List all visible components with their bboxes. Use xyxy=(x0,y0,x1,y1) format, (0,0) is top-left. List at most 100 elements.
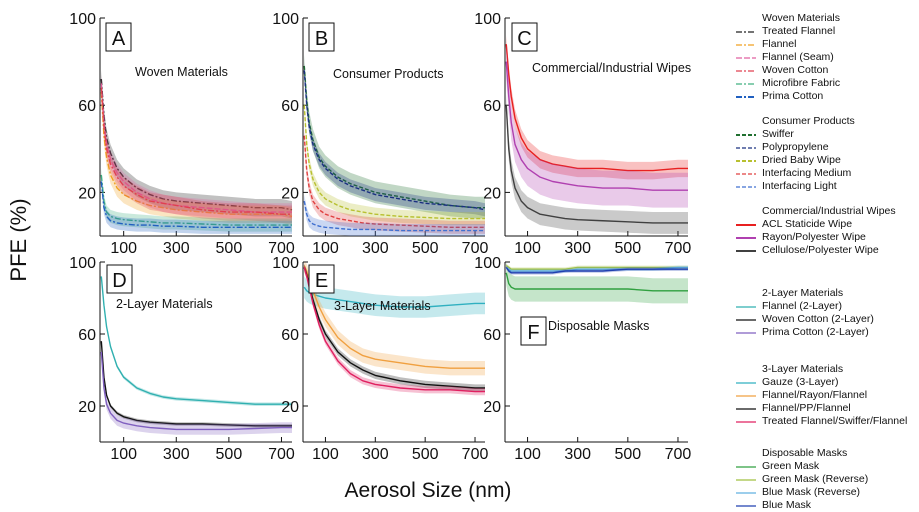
series-band xyxy=(506,35,688,180)
legend-entry-label: Flannel/Rayon/Flannel xyxy=(762,389,868,401)
x-tick-label: 700 xyxy=(462,446,489,463)
series-line xyxy=(100,83,292,213)
legend-entry: Flannel/PP/Flannel xyxy=(736,402,907,415)
legend-entry-label: Green Mask xyxy=(762,460,820,472)
legend-entry-label: Flannel/PP/Flannel xyxy=(762,402,851,414)
series-line xyxy=(303,65,485,209)
legend-entry-label: Microfibre Fabric xyxy=(762,77,841,89)
legend-entry: Polypropylene xyxy=(736,141,855,154)
legend-group-title: Commercial/Industrial Wipes xyxy=(762,205,896,217)
legend-group: 2-Layer Materials Flannel (2-Layer) Woven … xyxy=(736,287,874,339)
panel-annotation: Woven Materials xyxy=(135,65,228,79)
legend-group-title: 2-Layer Materials xyxy=(762,287,844,299)
legend-entry-label: Woven Cotton xyxy=(762,64,829,76)
series-line xyxy=(100,181,292,228)
x-tick-label: 700 xyxy=(462,240,489,257)
legend-entry: Treated Flannel/Swiffer/Flannel xyxy=(736,415,907,428)
series-line xyxy=(100,351,292,431)
series-line xyxy=(303,135,485,228)
series-band xyxy=(506,94,688,234)
panel-B: 20 60 100 100 300 500 700 B Consumer Products xyxy=(272,11,488,257)
x-tick-label: 300 xyxy=(362,446,389,463)
legend-swatch xyxy=(736,56,756,59)
y-tick-label: 20 xyxy=(281,185,299,202)
y-tick-label: 100 xyxy=(69,11,96,28)
legend-entry-label: Gauze (3-Layer) xyxy=(762,376,839,388)
legend-swatch xyxy=(736,381,756,384)
panel-annotation: Commercial/Industrial Wipes xyxy=(532,61,691,75)
panel-annotation: 3-Layer Materials xyxy=(334,299,431,313)
x-tick-label: 300 xyxy=(163,240,190,257)
panel-letter-box: A xyxy=(105,22,132,52)
x-tick-label: 500 xyxy=(412,240,439,257)
series-line xyxy=(505,266,688,274)
series-line xyxy=(100,341,292,427)
x-tick-label: 700 xyxy=(268,446,295,463)
legend-swatch xyxy=(736,504,756,507)
legend-entry: ACL Staticide Wipe xyxy=(736,218,896,231)
series-line xyxy=(100,174,292,226)
x-tick-label: 100 xyxy=(312,240,339,257)
panel-letter: D xyxy=(112,270,126,292)
legend-entry-label: Treated Flannel xyxy=(762,25,836,37)
legend-entry: Prima Cotton (2-Layer) xyxy=(736,326,874,339)
legend-entry-label: Polypropylene xyxy=(762,141,829,153)
series-band xyxy=(304,129,485,234)
panel-letter-box: D xyxy=(106,264,133,294)
x-axis-label: Aerosol Size (nm) xyxy=(345,479,512,502)
legend-group: Consumer Products Swiffer Polypropylene Dri… xyxy=(736,115,855,193)
panel-A: 20 60 100 100 300 500 700 A Woven Materials xyxy=(69,11,295,257)
panels-container: 20 60 100 100 300 500 700 A Woven Materials 20 60 1… xyxy=(69,11,691,463)
x-tick-label: 500 xyxy=(216,446,243,463)
legend-swatch xyxy=(736,95,756,98)
legend-entry: Rayon/Polyester Wipe xyxy=(736,231,896,244)
legend-group-title: Disposable Masks xyxy=(762,447,848,459)
y-tick-label: 20 xyxy=(483,185,501,202)
panel-letter-box: F xyxy=(520,316,547,346)
series-band xyxy=(304,194,485,236)
legend-entry: Dried Baby Wipe xyxy=(736,154,855,167)
y-tick-label: 100 xyxy=(272,11,299,28)
y-tick-label: 100 xyxy=(474,255,501,272)
legend-entry: Interfacing Medium xyxy=(736,167,855,180)
legend-entry-label: Treated Flannel/Swiffer/Flannel xyxy=(762,415,908,427)
series-band xyxy=(304,98,485,226)
series-band xyxy=(101,74,293,221)
series-band xyxy=(101,274,293,406)
legend-entry: Blue Mask (Reverse) xyxy=(736,486,868,499)
x-tick-label: 500 xyxy=(216,240,243,257)
legend-swatch xyxy=(736,133,756,136)
legend-swatch xyxy=(736,465,756,468)
x-tick-label: 100 xyxy=(312,446,339,463)
legend-group-title: Woven Materials xyxy=(762,12,841,24)
legend-entry-label: Interfacing Medium xyxy=(762,167,852,179)
y-tick-label: 60 xyxy=(483,98,501,115)
legend-swatch xyxy=(736,491,756,494)
series-line xyxy=(303,200,485,232)
panel-letter: F xyxy=(527,322,539,344)
series-band xyxy=(506,44,688,208)
y-tick-label: 60 xyxy=(78,98,96,115)
legend-entry: Woven Cotton (2-Layer) xyxy=(736,313,874,326)
x-tick-label: 100 xyxy=(110,240,137,257)
legend-entry: Flannel (2-Layer) xyxy=(736,300,874,313)
panel-letter: B xyxy=(315,28,328,50)
x-tick-label: 300 xyxy=(564,446,591,463)
series-line xyxy=(505,105,688,224)
legend-entry-label: Cellulose/Polyester Wipe xyxy=(762,244,879,256)
x-tick-label: 300 xyxy=(362,240,389,257)
legend-entry-label: Flannel (Seam) xyxy=(762,51,834,63)
legend-entry-label: Blue Mask (Reverse) xyxy=(762,486,861,498)
legend-entry: Flannel xyxy=(736,38,840,51)
legend-entry: Green Mask (Reverse) xyxy=(736,473,868,486)
x-tick-label: 300 xyxy=(163,446,190,463)
legend-swatch xyxy=(736,185,756,188)
y-axis-label: PFE (%) xyxy=(6,198,31,281)
y-tick-label: 60 xyxy=(78,327,96,344)
legend-entry-label: Prima Cotton xyxy=(762,90,824,102)
legend-group: Woven Materials Treated Flannel Flannel Fla… xyxy=(736,12,840,103)
legend-entry-label: Rayon/Polyester Wipe xyxy=(762,231,866,243)
legend-group: Commercial/Industrial Wipes ACL Staticide… xyxy=(736,205,896,257)
series-band xyxy=(304,55,485,219)
legend-entry-label: ACL Staticide Wipe xyxy=(762,218,853,230)
